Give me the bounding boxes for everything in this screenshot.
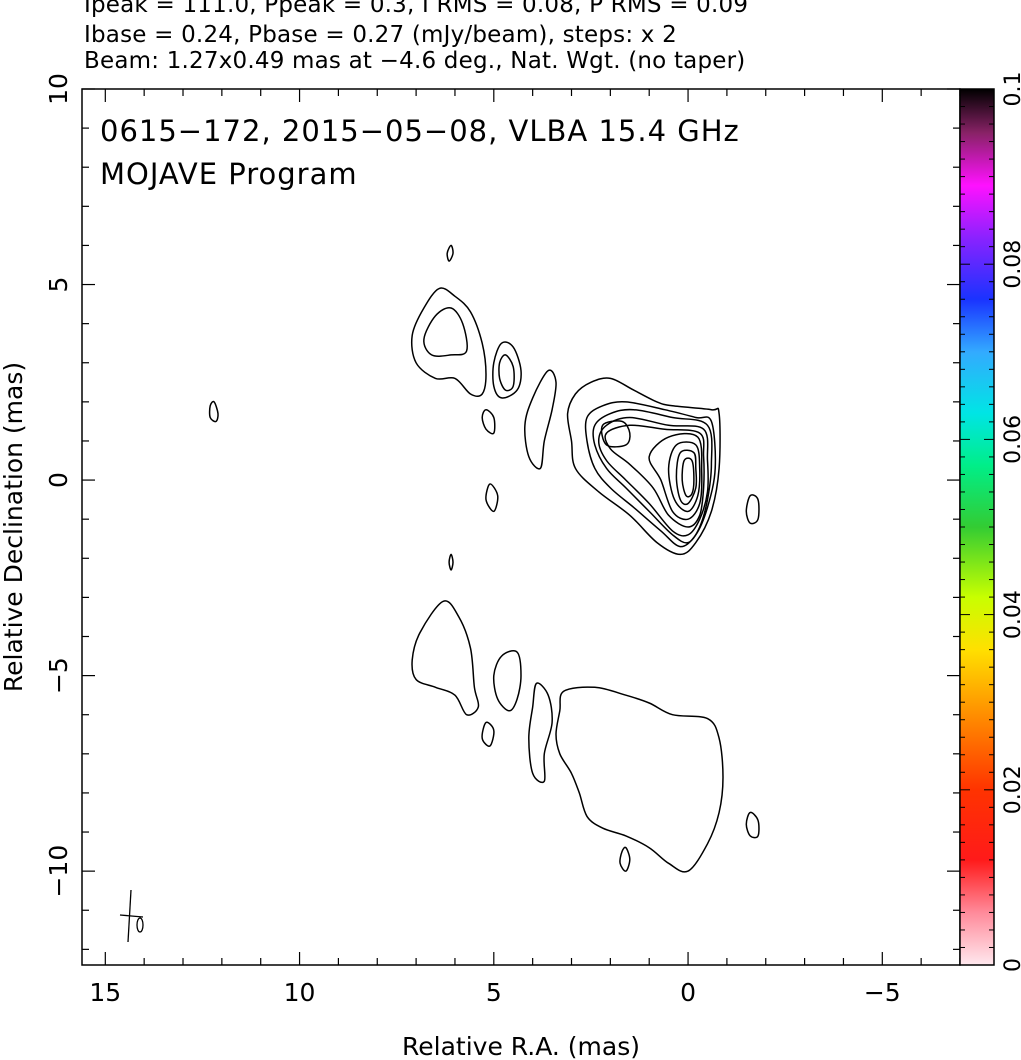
chart-subtitle: MOJAVE Program [100, 157, 358, 191]
contour-blob-h [448, 553, 454, 571]
contour-blob-d [485, 483, 499, 513]
contour-blob-b [524, 369, 557, 470]
contour-blob-c [481, 408, 496, 435]
y-axis-label: Relative Declination (mas) [0, 362, 28, 692]
contour-core-level-8 [675, 449, 698, 506]
y-tick-label: 5 [44, 277, 73, 293]
y-tick-label: −5 [44, 657, 73, 694]
y-tick-label: 10 [44, 73, 73, 105]
contour-blob-g [745, 494, 760, 525]
contour-blob-e [446, 244, 454, 262]
contour-pol-blob-e [619, 846, 631, 872]
colorbar-tick-label: 0 [1001, 958, 1021, 972]
x-tick-label: 15 [89, 978, 121, 1007]
contour-blob-a-inner [498, 354, 515, 392]
header-line-2: Ibase = 0.24, Pbase = 0.27 (mJy/beam), s… [84, 22, 677, 48]
colorbar-tick-label: 0.08 [1001, 240, 1021, 289]
colorbar-ticks: 0 0.02 0.04 0.06 0.08 0.1 [960, 72, 1021, 972]
x-tick-label: 10 [284, 978, 316, 1007]
colorbar-tick-label: 0.02 [1001, 765, 1021, 814]
colorbar-tick-label: 0.04 [1001, 590, 1021, 639]
contour-core-level-1 [566, 377, 721, 556]
contour-blob-a-outer [492, 341, 522, 399]
contour-core-level-7 [667, 441, 701, 513]
contour-core-level-4 [597, 416, 709, 537]
contour-lines [208, 244, 760, 873]
y-tick-label: −10 [44, 845, 73, 898]
y-axis-ticks: 10 5 0 −5 −10 [44, 73, 960, 950]
x-tick-label: −5 [864, 978, 901, 1007]
contour-pol-main [555, 686, 724, 873]
contour-core-level-6 [648, 432, 703, 521]
contour-pol-blob-c [481, 721, 495, 747]
y-tick-label: 0 [44, 472, 73, 488]
contour-pol-west [411, 600, 480, 716]
x-tick-label: 5 [486, 978, 502, 1007]
x-tick-label: 0 [680, 978, 696, 1007]
contour-core-level-5 [604, 424, 705, 528]
contour-core-level-3 [592, 408, 713, 544]
colorbar [959, 88, 995, 966]
contour-knot-inner [600, 420, 631, 448]
x-axis-label: Relative R.A. (mas) [402, 1032, 640, 1060]
contour-jet-west-outer [410, 287, 487, 397]
colorbar-tick-label: 0.06 [1001, 415, 1021, 464]
contour-pol-blob-b [528, 682, 553, 784]
contour-pol-blob-a [492, 650, 522, 712]
contour-jet-west-inner [423, 307, 468, 357]
plot-frame [81, 88, 961, 966]
contour-blob-f [208, 400, 219, 423]
chart-title: 0615−172, 2015−05−08, VLBA 15.4 GHz [100, 114, 740, 148]
x-axis-ticks: 15 10 5 0 −5 [89, 89, 961, 1007]
contour-pol-blob-d [745, 811, 760, 839]
contour-core-level-9 [681, 457, 695, 498]
header-line-1: Ipeak = 111.0, Ppeak = 0.3, I RMS = 0.08… [84, 0, 749, 18]
beam-marker [119, 889, 144, 943]
colorbar-tick-label: 0.1 [1001, 72, 1021, 107]
header-line-3: Beam: 1.27x0.49 mas at −4.6 deg., Nat. W… [84, 48, 746, 74]
